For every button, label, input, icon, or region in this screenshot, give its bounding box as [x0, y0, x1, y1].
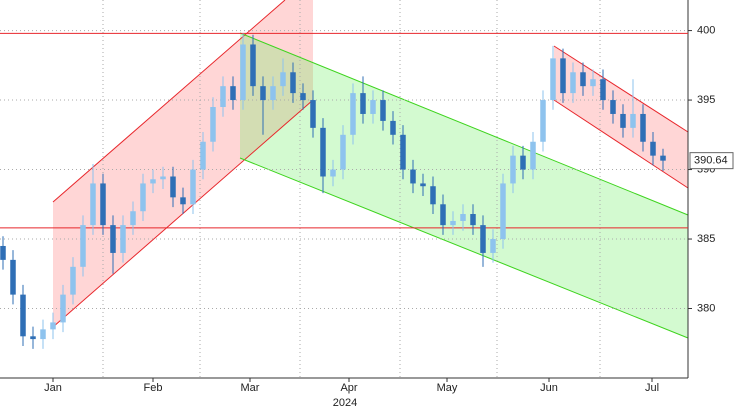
candle-body	[260, 86, 266, 101]
candle-body	[460, 214, 466, 221]
candle-body	[640, 113, 646, 142]
candle-body	[610, 100, 616, 114]
candle-body	[540, 100, 546, 142]
candle-body	[270, 86, 276, 101]
candle-body	[390, 120, 396, 135]
candle-body	[70, 266, 76, 295]
candle-body	[570, 72, 576, 94]
candle-body	[80, 225, 86, 267]
candle-body	[370, 100, 376, 114]
candle-body	[200, 141, 206, 170]
candle-body	[30, 336, 36, 340]
candle-body	[350, 93, 356, 135]
candle-body	[560, 58, 566, 94]
candle-body	[310, 100, 316, 128]
channel-line	[553, 45, 689, 133]
candle-body	[660, 155, 666, 161]
candle-body	[430, 186, 436, 205]
candle-body	[450, 220, 456, 226]
candle-body	[60, 294, 66, 323]
candle-body	[500, 183, 506, 240]
candle-body	[320, 127, 326, 177]
y-tick-label: 395	[697, 94, 715, 106]
candle-body	[160, 176, 166, 180]
channel-line	[239, 32, 689, 216]
candle-body	[180, 197, 186, 205]
candle-body	[550, 58, 556, 101]
candle-body	[400, 134, 406, 170]
x-axis-label: 2024	[333, 397, 357, 409]
candle-body	[140, 183, 146, 212]
candle-body	[190, 169, 196, 205]
candle-body	[50, 322, 56, 330]
candle-body	[0, 245, 6, 260]
candle-body	[420, 183, 426, 187]
candle-body	[620, 113, 626, 128]
candle-body	[590, 79, 596, 87]
candle-body	[130, 211, 136, 226]
candle-body	[410, 169, 416, 184]
candle-body	[20, 294, 26, 337]
channel-line	[553, 99, 689, 189]
y-tick-label: 380	[697, 302, 715, 314]
candle-body	[510, 155, 516, 184]
candle-body	[530, 141, 536, 170]
x-tick-label: Mar	[241, 382, 260, 394]
candle-body	[490, 239, 496, 253]
x-tick-label: Apr	[340, 382, 357, 394]
candle-body	[280, 72, 286, 87]
candle-body	[520, 155, 526, 170]
channels	[52, 0, 689, 339]
candle-body	[230, 86, 236, 101]
last-value-box	[689, 152, 734, 170]
candle-body	[220, 86, 226, 108]
candle-body	[300, 93, 306, 101]
channel-line	[239, 157, 689, 339]
x-tick-label: May	[437, 382, 458, 394]
candle-body	[580, 72, 586, 87]
candle-body	[600, 79, 606, 101]
candle-body	[630, 113, 636, 128]
candle-body	[90, 183, 96, 226]
candle-body	[120, 225, 126, 253]
candle-body	[650, 141, 656, 156]
candle-body	[210, 107, 216, 142]
candle-body	[100, 183, 106, 226]
candle-body	[10, 259, 16, 295]
candle-body	[360, 93, 366, 114]
y-tick-label: 385	[697, 233, 715, 245]
candle-body	[380, 100, 386, 121]
candle-body	[470, 214, 476, 226]
x-tick-label: Jul	[645, 382, 659, 394]
candle-body	[110, 225, 116, 253]
candle-body	[440, 204, 446, 226]
y-tick-label: 400	[697, 24, 715, 36]
last-value-label: 390.64	[694, 155, 728, 167]
candle-body	[40, 329, 46, 340]
candle-body	[170, 176, 176, 198]
candle-body	[330, 169, 336, 177]
x-tick-label: Jun	[540, 382, 558, 394]
x-tick-label: Feb	[144, 382, 163, 394]
channel-fill	[53, 0, 313, 327]
x-tick-label: Jan	[44, 382, 62, 394]
candle-body	[340, 134, 346, 170]
candle-body	[150, 179, 156, 184]
candle-body	[290, 72, 296, 94]
candle-body	[480, 225, 486, 253]
candle-body	[250, 44, 256, 87]
candle-body	[240, 44, 246, 101]
